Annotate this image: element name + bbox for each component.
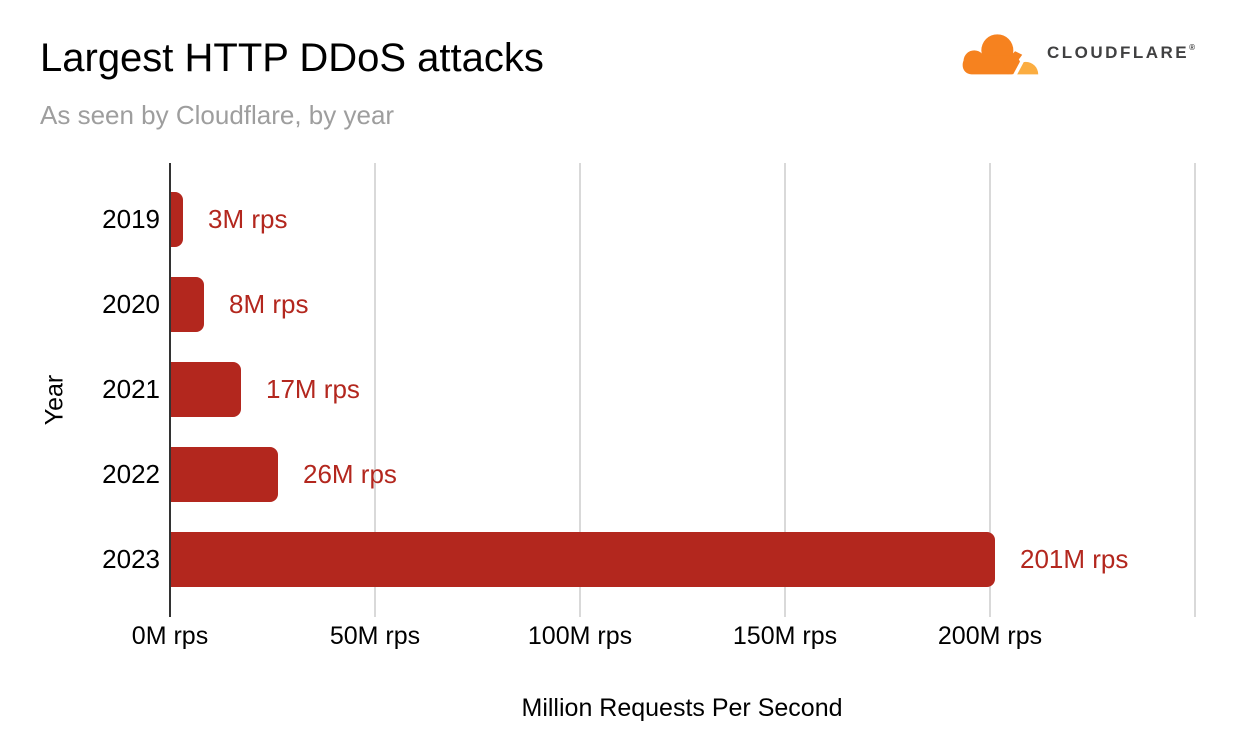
- y-tick-label-2020: 2020: [102, 289, 160, 319]
- bar-2020: [171, 277, 204, 332]
- gridline-150: [784, 163, 786, 617]
- bar-2019: [171, 192, 183, 247]
- cloudflare-cloud-icon: [960, 28, 1040, 79]
- bar-2023: [171, 532, 995, 587]
- y-axis-zero-line: [169, 163, 171, 617]
- y-tick-label-2021: 2021: [102, 374, 160, 404]
- page-title: Largest HTTP DDoS attacks: [40, 36, 544, 80]
- bar-value-label-2023: 201M rps: [1020, 544, 1129, 574]
- gridline-100: [579, 163, 581, 617]
- x-tick-label-100: 100M rps: [527, 622, 633, 650]
- bar-2022: [171, 447, 278, 502]
- bar-value-label-2020: 8M rps: [229, 289, 309, 319]
- x-tick-label-0: 0M rps: [131, 622, 209, 650]
- page-subtitle: As seen by Cloudflare, by year: [40, 100, 395, 130]
- y-tick-label-2022: 2022: [102, 459, 160, 489]
- cloudflare-logo: CLOUDFLARE®: [960, 28, 1198, 79]
- trademark-symbol: ®: [1189, 43, 1198, 52]
- x-axis-title: Million Requests Per Second: [521, 694, 843, 722]
- bar-value-label-2019: 3M rps: [208, 204, 288, 234]
- gridline-50: [374, 163, 376, 617]
- gridline-250: [1194, 163, 1196, 617]
- y-tick-label-2023: 2023: [102, 544, 160, 574]
- x-tick-label-50: 50M rps: [329, 622, 421, 650]
- y-tick-label-2019: 2019: [102, 204, 160, 234]
- bar-2021: [171, 362, 241, 417]
- x-tick-label-200: 200M rps: [937, 622, 1043, 650]
- x-tick-label-150: 150M rps: [732, 622, 838, 650]
- bar-value-label-2021: 17M rps: [266, 374, 360, 404]
- bar-value-label-2022: 26M rps: [303, 459, 397, 489]
- cloudflare-wordmark: CLOUDFLARE®: [1047, 43, 1198, 62]
- gridline-200: [989, 163, 991, 617]
